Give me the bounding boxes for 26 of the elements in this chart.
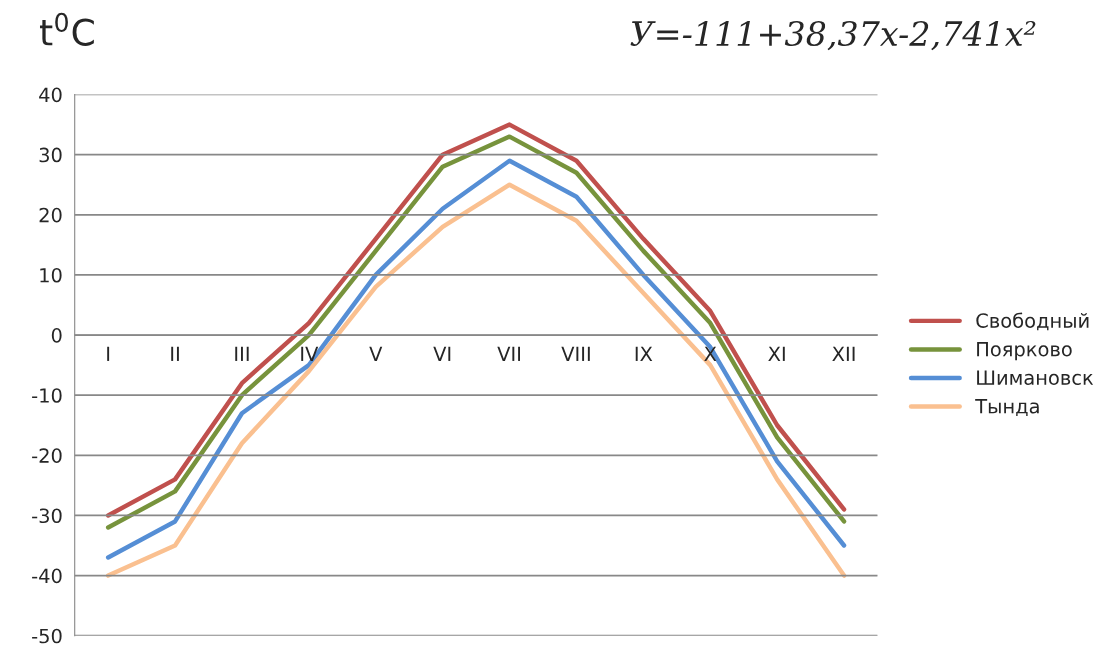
y-tick-label: -20 [32,448,62,463]
legend-label: Поярково [977,342,1072,361]
y-tick-label: 10 [40,267,62,283]
y-tick-label: -50 [32,628,62,644]
x-tick-label: I [107,346,110,361]
legend-label: Тында [975,399,1039,416]
text: У=-111+38,37x-2,741x² [630,20,1036,51]
x-tick-label: VII [497,346,521,361]
x-tick-label: VI [433,346,451,361]
x-tick-label: III [235,346,249,361]
y-tick-label: 40 [39,87,62,103]
x-tick-label: VIII [561,346,590,361]
x-tick-label: IX [635,346,653,361]
y-tick-label: -30 [32,508,62,524]
x-tick-label: XII [832,346,855,361]
y-tick-label: 0 [51,328,62,343]
y-tick-label: 20 [39,207,62,223]
y-tick-label: 30 [39,147,62,163]
y-tick-label: -10 [32,388,62,403]
y-tick-label: -40 [32,568,62,584]
x-tick-label: II [171,346,179,361]
legend-label: Свободный [976,312,1089,331]
x-tick-label: XI [768,346,785,361]
legend-label: Шимановск [977,370,1094,386]
x-tick-label: V [369,346,383,361]
y-axis-title: t$^{0}$C [40,12,94,46]
